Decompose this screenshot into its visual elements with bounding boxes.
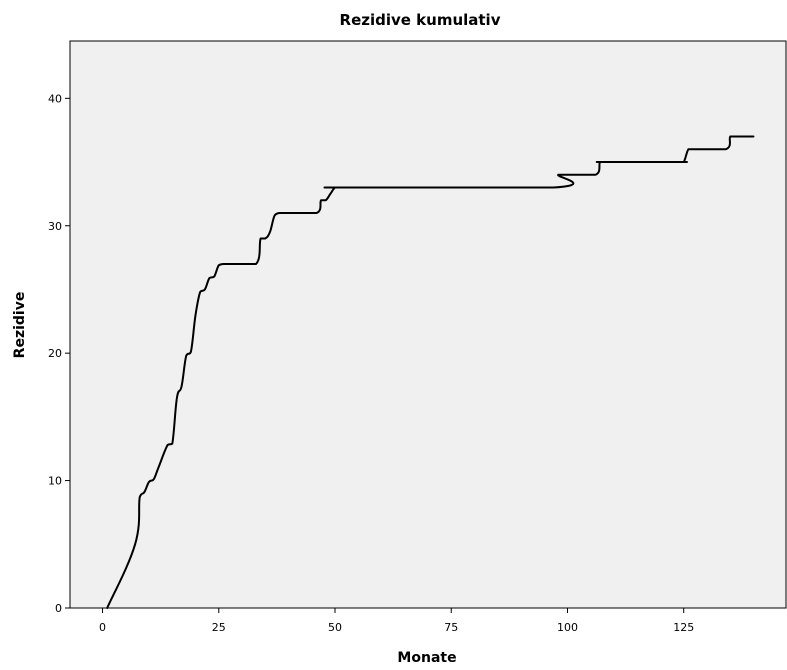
cumulative-recurrence-line — [106, 135, 755, 609]
x-tick-label: 75 — [444, 621, 458, 634]
x-tick-label: 125 — [673, 621, 694, 634]
x-tick-label: 0 — [99, 621, 106, 634]
x-tick-label: 50 — [328, 621, 342, 634]
x-axis-title: Monate — [397, 650, 456, 666]
y-tick-label: 0 — [55, 602, 62, 615]
plot-area — [69, 40, 787, 609]
y-tick-label: 20 — [48, 347, 62, 360]
y-axis-title: Rezidive — [12, 292, 28, 359]
x-tick-label: 25 — [212, 621, 226, 634]
x-tick-label: 100 — [557, 621, 578, 634]
y-axis-ticks: 0 10 20 30 40 — [48, 92, 70, 615]
x-axis-ticks: 0 25 50 75 100 125 — [99, 608, 694, 634]
y-tick-label: 10 — [48, 475, 62, 488]
y-tick-label: 40 — [48, 92, 62, 105]
y-tick-label: 30 — [48, 220, 62, 233]
chart-title: Rezidive kumulativ — [340, 11, 501, 29]
